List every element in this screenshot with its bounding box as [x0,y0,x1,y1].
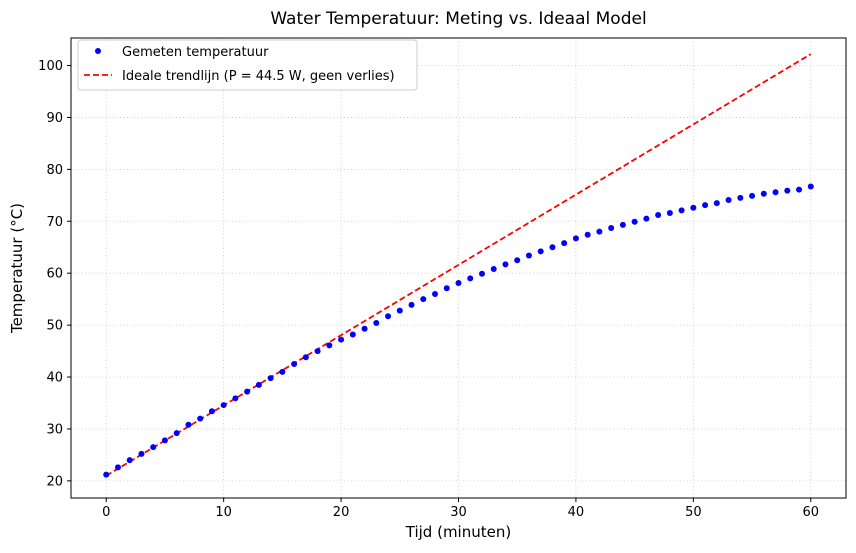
y-tick-label: 40 [46,371,63,386]
measured-point [713,200,720,207]
x-tick-label: 10 [215,505,232,520]
measured-point [338,336,345,343]
chart-title: Water Temperatuur: Meting vs. Ideaal Mod… [270,9,646,29]
measured-point [737,194,744,201]
measured-point [631,218,638,225]
measured-point [138,450,145,457]
measured-point [373,320,380,327]
legend-box [77,39,418,91]
measured-point [549,244,556,251]
measured-point [208,408,215,415]
measured-point [326,342,333,349]
measured-point [255,381,262,388]
measured-point [596,228,603,235]
measured-point [443,285,450,292]
measured-point [408,301,415,308]
series-layer [103,53,814,478]
measured-point [725,196,732,203]
legend: Gemeten temperatuur Ideale trendlijn (P … [77,39,418,91]
measured-point [467,275,474,282]
measured-point [361,325,368,332]
measured-point [432,290,439,297]
measured-point [807,183,814,190]
measured-point [150,444,157,451]
measured-point [302,354,309,361]
x-tick-label: 40 [568,505,585,520]
measured-point [103,471,110,478]
y-tick-label: 100 [38,59,63,74]
measured-point [126,457,133,464]
y-tick-label: 30 [46,422,63,437]
measured-point [185,421,192,428]
measured-point [619,221,626,228]
measured-point [572,235,579,242]
measured-point [525,252,532,259]
y-axis-label: Temperatuur (°C) [8,203,26,334]
measured-point [749,192,756,199]
x-tick-label: 0 [102,505,110,520]
legend-marker-measured [95,48,101,54]
measured-point [349,331,356,338]
measured-point [420,296,427,303]
measured-point [279,368,286,375]
measured-point [760,190,767,197]
measured-point [396,307,403,314]
measured-point [502,261,509,268]
measured-point [232,395,239,402]
measured-point [655,212,662,219]
y-tick-label: 20 [46,474,63,489]
measured-point [490,266,497,273]
measured-point [114,464,121,471]
x-axis-label: Tijd (minuten) [405,523,511,541]
ticks: 0 10 20 30 40 50 60 20 30 40 50 60 70 80 90 100 [38,59,819,520]
measured-point [608,225,615,232]
measured-point [666,209,673,216]
measured-point [291,361,298,368]
measured-point [643,215,650,222]
measured-point [220,402,227,409]
measured-point [772,189,779,196]
x-tick-label: 60 [802,505,819,520]
measured-point [173,430,180,437]
measured-point [514,257,521,264]
y-tick-label: 80 [46,163,63,178]
measured-point [455,280,462,287]
measured-point [561,240,568,247]
measured-point [478,270,485,277]
y-tick-label: 50 [46,319,63,334]
grid [71,38,846,498]
measured-point [678,207,685,214]
measured-point [796,186,803,193]
measured-point [244,388,251,395]
measured-point [584,231,591,238]
legend-label-measured: Gemeten temperatuur [122,45,269,60]
y-tick-label: 60 [46,267,63,282]
legend-label-ideal: Ideale trendlijn (P = 44.5 W, geen verli… [122,69,395,84]
measured-point [702,202,709,209]
measured-point [161,437,168,444]
y-tick-label: 90 [46,111,63,126]
measured-point [784,187,791,194]
measured-point [314,348,321,355]
x-tick-label: 30 [450,505,467,520]
measured-point [537,248,544,255]
y-tick-label: 70 [46,215,63,230]
measured-point [690,204,697,211]
measured-point [267,375,274,382]
measured-point [197,415,204,422]
x-tick-label: 20 [333,505,350,520]
x-tick-label: 50 [685,505,702,520]
measured-point [385,313,392,320]
